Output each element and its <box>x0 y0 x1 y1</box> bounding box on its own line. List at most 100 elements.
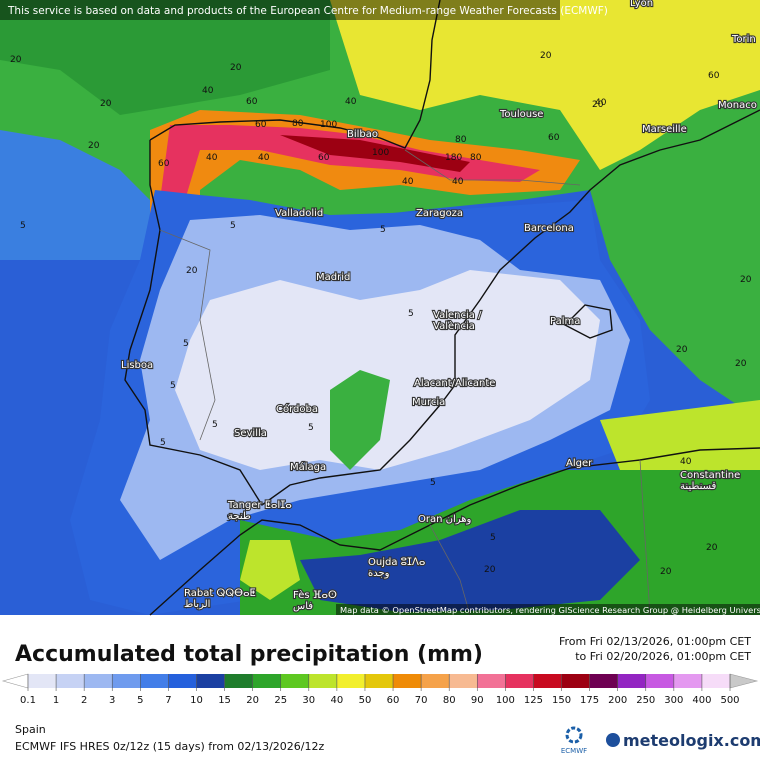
legend-label: 2 <box>81 695 87 706</box>
contour-label: 5 <box>408 309 414 319</box>
contour-label: 20 <box>676 345 688 355</box>
contour-label: 40 <box>345 97 357 107</box>
contour-label: 40 <box>452 177 464 187</box>
contour-label: 20 <box>186 266 198 276</box>
legend-label: 20 <box>246 695 259 706</box>
contour-label: 5 <box>20 221 26 231</box>
legend-label: 50 <box>359 695 372 706</box>
legend-box <box>449 674 477 688</box>
legend-label: 0.1 <box>20 695 36 706</box>
city-label: Marseille <box>642 124 687 135</box>
legend-triangle <box>730 674 757 688</box>
legend-box <box>674 674 702 688</box>
city-label: Lyon <box>630 0 653 9</box>
contour-label: 60 <box>548 133 560 143</box>
notice: This service is based on data and produc… <box>7 5 608 17</box>
contour-label: 5 <box>170 381 176 391</box>
legend-box <box>253 674 281 688</box>
legend-label: 200 <box>608 695 627 706</box>
legend-label: 80 <box>443 695 456 706</box>
contour-label: 5 <box>490 533 496 543</box>
city-label: Sevilla <box>234 428 267 439</box>
city-label: Málaga <box>290 461 326 473</box>
legend-label: 30 <box>302 695 315 706</box>
ecmwf-icon <box>567 728 581 742</box>
legend-box <box>28 674 56 688</box>
contour-label: 20 <box>484 565 496 575</box>
legend-box <box>562 674 590 688</box>
city-label: Barcelona <box>524 223 574 234</box>
to-date: to Fri 02/20/2026, 01:00pm CET <box>575 650 751 663</box>
legend-box <box>505 674 533 688</box>
contour-label: 40 <box>258 153 270 163</box>
legend-label: 60 <box>387 695 400 706</box>
city-label: Lisboa <box>121 360 153 371</box>
contour-label: 20 <box>540 51 552 61</box>
legend-label: 5 <box>137 695 143 706</box>
legend-label: 500 <box>720 695 739 706</box>
from-date: From Fri 02/13/2026, 01:00pm CET <box>559 635 751 648</box>
contour-label: 40 <box>680 457 692 467</box>
region: Spain <box>15 723 46 736</box>
contour-label: 60 <box>318 153 330 163</box>
contour-label: 40 <box>595 98 607 108</box>
model-info: ECMWF IFS HRES 0z/12z (15 days) from 02/… <box>15 740 325 753</box>
legend-box <box>365 674 393 688</box>
legend-box <box>281 674 309 688</box>
legend-box <box>225 674 253 688</box>
contour-label: 20 <box>100 99 112 109</box>
city-label: Valencia /València <box>433 310 482 332</box>
contour-label: 60 <box>246 97 258 107</box>
contour-label: 40 <box>402 177 414 187</box>
city-label: Valladolid <box>275 208 323 219</box>
city-label: Monaco <box>718 100 757 111</box>
city-label: Alger <box>566 458 593 469</box>
contour-label: 100 <box>320 120 337 130</box>
map: 2020204060406080100804060100801806040404… <box>0 0 760 615</box>
contour-label: 5 <box>430 478 436 488</box>
contour-label: 20 <box>230 63 242 73</box>
legend-box <box>477 674 505 688</box>
contour-label: 60 <box>255 120 267 130</box>
attribution: Map data © OpenStreetMap contributors, r… <box>340 605 760 615</box>
city-label: Oran وهران <box>418 514 472 525</box>
legend-box <box>702 674 730 688</box>
legend-box <box>646 674 674 688</box>
contour-label: 20 <box>88 141 100 151</box>
contour-label: 5 <box>230 221 236 231</box>
legend-box <box>533 674 561 688</box>
legend-label: 7 <box>165 695 171 706</box>
legend-box <box>168 674 196 688</box>
contour-label: 80 <box>470 153 482 163</box>
legend-box <box>590 674 618 688</box>
legend: 0.11235710152025304050607080901001251501… <box>3 674 757 706</box>
title: Accumulated total precipitation (mm) <box>15 642 483 667</box>
contour-label: 40 <box>202 86 214 96</box>
contour-label: 5 <box>183 339 189 349</box>
legend-label: 70 <box>415 695 428 706</box>
city-label: Zaragoza <box>416 208 463 219</box>
meteologix-icon <box>606 733 620 747</box>
city-label: Torin <box>731 34 756 45</box>
contour-label: 180 <box>445 153 462 163</box>
city-label: Toulouse <box>499 109 543 120</box>
legend-label: 25 <box>274 695 287 706</box>
legend-box <box>337 674 365 688</box>
contour-label: 20 <box>735 359 747 369</box>
legend-label: 175 <box>580 695 599 706</box>
legend-label: 150 <box>552 695 571 706</box>
legend-box <box>196 674 224 688</box>
meteologix-logo[interactable]: meteologix.com <box>623 731 760 750</box>
contour-label: 80 <box>292 119 304 129</box>
legend-label: 40 <box>331 695 344 706</box>
contour-label: 20 <box>10 55 22 65</box>
contour-label: 5 <box>160 438 166 448</box>
contour-label: 5 <box>380 225 386 235</box>
legend-box <box>393 674 421 688</box>
legend-box <box>84 674 112 688</box>
contour-label: 60 <box>708 71 720 81</box>
legend-label: 400 <box>692 695 711 706</box>
legend-triangle <box>3 674 28 688</box>
contour-label: 40 <box>206 153 218 163</box>
